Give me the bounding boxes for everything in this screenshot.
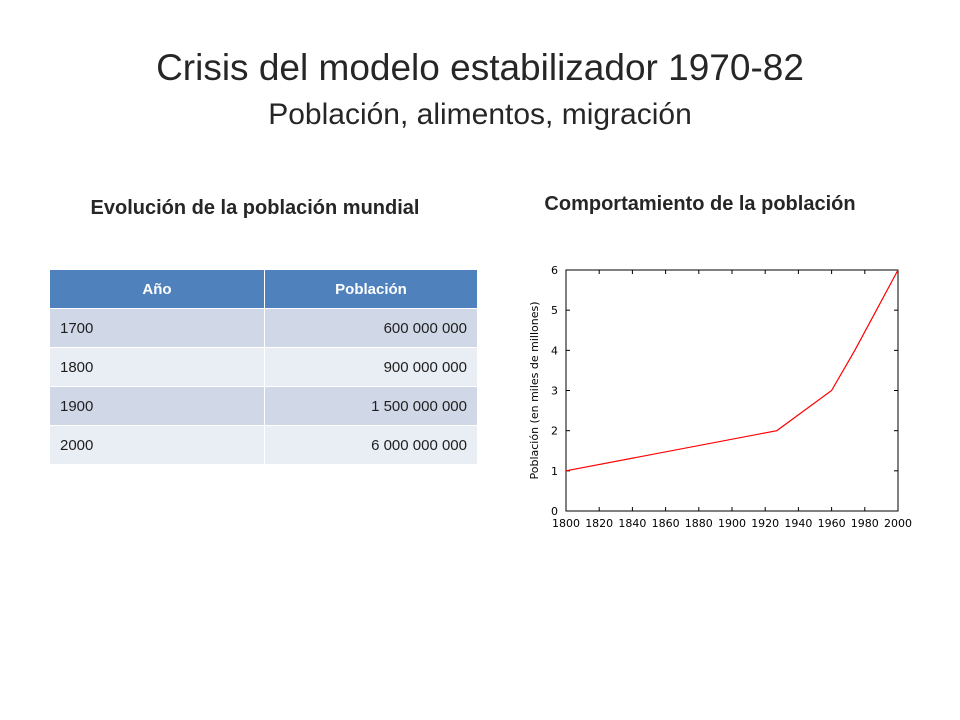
x-tick-label: 1960 xyxy=(818,517,846,530)
population-line-chart: Población (en miles de millones) 1800 182… xyxy=(528,264,912,530)
cell-year: 1900 xyxy=(50,386,265,426)
column-header-year: Año xyxy=(50,270,265,309)
cell-population: 900 000 000 xyxy=(264,347,478,387)
y-tick-label: 5 xyxy=(551,304,558,317)
y-tick-label: 1 xyxy=(551,465,558,478)
population-series-line xyxy=(565,269,899,472)
cell-year: 2000 xyxy=(50,425,265,464)
x-tick-label: 1980 xyxy=(851,517,879,530)
cell-population: 6 000 000 000 xyxy=(264,425,478,464)
y-tick-label: 0 xyxy=(551,505,558,518)
chart-axes: Población (en miles de millones) xyxy=(528,269,899,512)
x-tick-label: 2000 xyxy=(884,517,912,530)
slide-title-subtitle: Población, alimentos, migración xyxy=(268,98,692,131)
y-tick-label: 4 xyxy=(551,344,558,357)
table-row: 1700 600 000 000 xyxy=(50,308,478,348)
cell-population: 1 500 000 000 xyxy=(264,386,478,426)
table-row: 2000 6 000 000 000 xyxy=(50,425,478,464)
table-header-row: Año Población xyxy=(50,270,478,309)
x-tick-label: 1840 xyxy=(618,517,646,530)
x-tick-label: 1880 xyxy=(685,517,713,530)
cell-year: 1800 xyxy=(50,347,265,387)
population-table: Año Población 1700 600 000 000 1800 900 … xyxy=(50,270,478,464)
x-tick-label: 1860 xyxy=(652,517,680,530)
column-header-population: Población xyxy=(264,270,478,309)
x-tick-label: 1800 xyxy=(552,517,580,530)
y-tick-label: 3 xyxy=(551,385,558,398)
table-row: 1800 900 000 000 xyxy=(50,347,478,387)
population-chart-heading: Comportamiento de la población xyxy=(544,193,856,215)
slide-title: Crisis del modelo estabilizador 1970-82 … xyxy=(0,42,960,136)
x-tick-label: 1940 xyxy=(784,517,812,530)
cell-population: 600 000 000 xyxy=(264,308,478,348)
x-tick-label: 1900 xyxy=(718,517,746,530)
population-table-heading: Evolución de la población mundial xyxy=(90,197,420,219)
y-tick-label: 2 xyxy=(551,425,558,438)
x-tick-label: 1920 xyxy=(751,517,779,530)
y-axis-label: Población (en miles de millones) xyxy=(528,301,541,479)
chart-lines xyxy=(565,269,899,472)
chart-plot-frame xyxy=(565,269,899,512)
x-tick-label: 1820 xyxy=(585,517,613,530)
slide-title-main: Crisis del modelo estabilizador 1970-82 xyxy=(156,47,804,88)
cell-year: 1700 xyxy=(50,308,265,348)
table-row: 1900 1 500 000 000 xyxy=(50,386,478,426)
chart-ticks: 1800 1820 1840 1860 1880 1900 1920 1940 1960 1980… xyxy=(551,264,912,530)
y-tick-label: 6 xyxy=(551,264,558,277)
